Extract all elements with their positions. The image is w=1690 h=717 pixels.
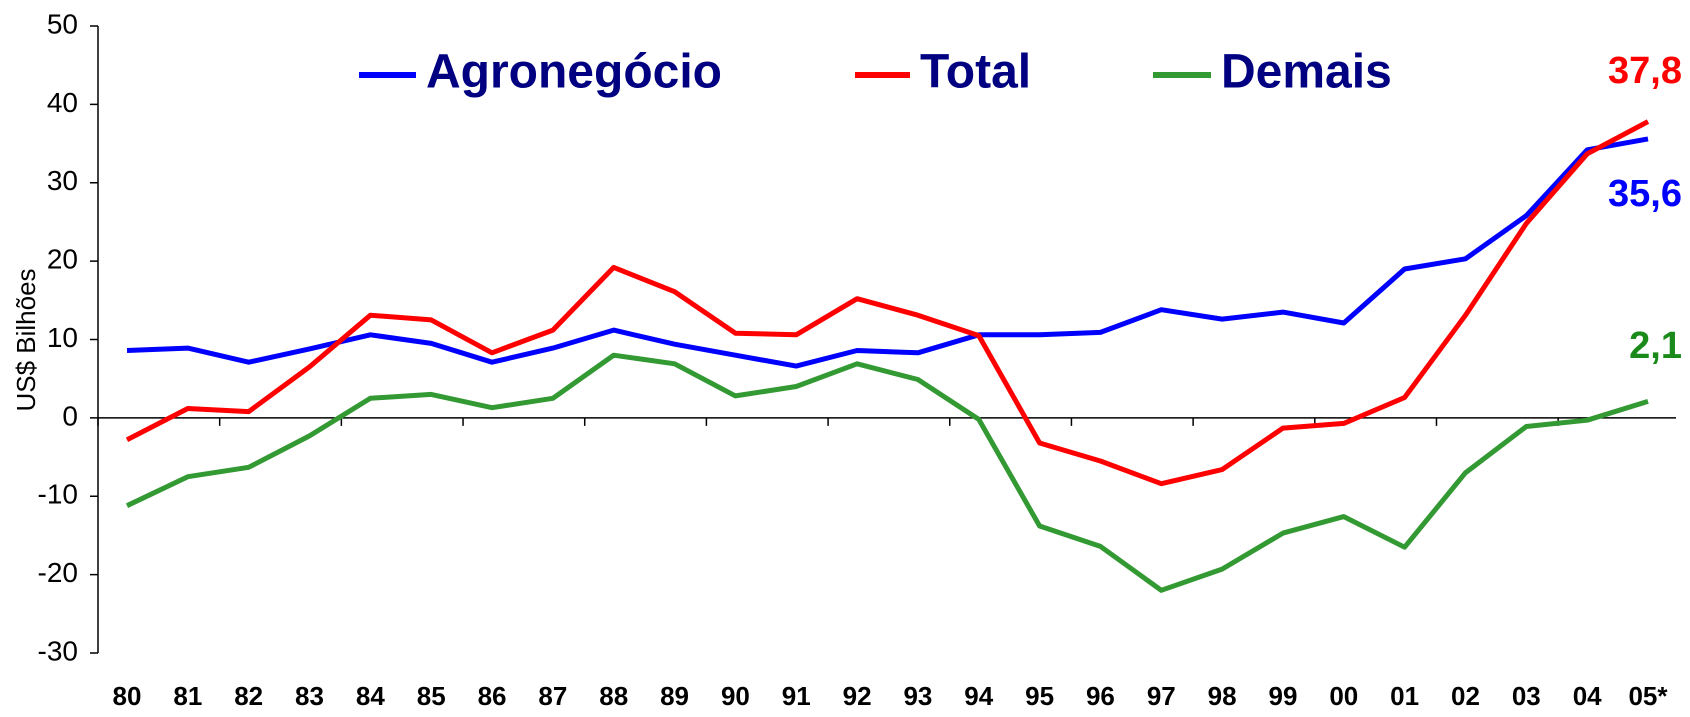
series-line [125,352,1649,593]
y-tick-label: 20 [47,244,78,275]
x-tick-label: 89 [660,681,689,711]
y-tick-label: 0 [62,400,78,431]
x-tick-label: 91 [782,681,811,711]
x-tick-label: 03 [1512,681,1541,711]
x-tick-label: 02 [1451,681,1480,711]
x-tick-label: 80 [113,681,142,711]
series-line [126,136,1649,369]
y-tick-label: -20 [38,557,78,588]
x-tick-label: 96 [1086,681,1115,711]
x-tick-label: 99 [1268,681,1297,711]
series-line [125,119,1650,487]
x-tick-label: 94 [964,681,993,711]
x-tick-label: 85 [417,681,446,711]
data-label: 2,1 [1629,325,1682,367]
x-tick-label: 84 [356,681,385,711]
x-tick-label: 00 [1329,681,1358,711]
y-tick-label: -10 [38,479,78,510]
x-tick-label: 83 [295,681,324,711]
y-tick-label: 40 [47,87,78,118]
x-tick-label: 82 [234,681,263,711]
x-tick-label: 97 [1147,681,1176,711]
x-tick-label: 88 [599,681,628,711]
x-tick-label: 87 [538,681,567,711]
x-tick-label: 93 [903,681,932,711]
legend-label: Agronegócio [426,46,722,99]
x-tick-label: 90 [721,681,750,711]
x-tick-label: 86 [478,681,507,711]
x-tick-label: 81 [173,681,202,711]
legend-label: Total [920,46,1031,99]
y-tick-label: -30 [38,635,78,666]
x-tick-label: 98 [1208,681,1237,711]
y-tick-label: 30 [47,165,78,196]
y-tick-label: 10 [47,322,78,353]
y-axis-title: US$ Bilhões [11,268,41,411]
data-label: 35,6 [1608,173,1682,215]
x-tick-label: 92 [843,681,872,711]
legend-label: Demais [1221,46,1392,99]
x-tick-label: 05* [1628,681,1668,711]
data-label: 37,8 [1608,50,1682,92]
x-tick-label: 95 [1025,681,1054,711]
x-tick-label: 01 [1390,681,1419,711]
x-tick-label: 04 [1573,681,1602,711]
y-tick-label: 50 [47,8,78,39]
